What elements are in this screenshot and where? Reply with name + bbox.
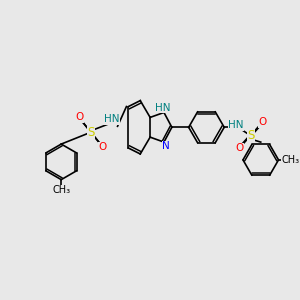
Text: N: N [162, 141, 170, 151]
Text: HN: HN [228, 120, 244, 130]
Text: S: S [247, 129, 255, 142]
Text: HN: HN [104, 114, 119, 124]
Text: S: S [87, 126, 94, 139]
Text: O: O [259, 117, 267, 127]
Text: O: O [235, 143, 243, 153]
Text: HN: HN [155, 103, 171, 112]
Text: O: O [75, 112, 83, 122]
Text: CH₃: CH₃ [281, 155, 299, 165]
Text: CH₃: CH₃ [52, 185, 70, 196]
Text: O: O [99, 142, 107, 152]
